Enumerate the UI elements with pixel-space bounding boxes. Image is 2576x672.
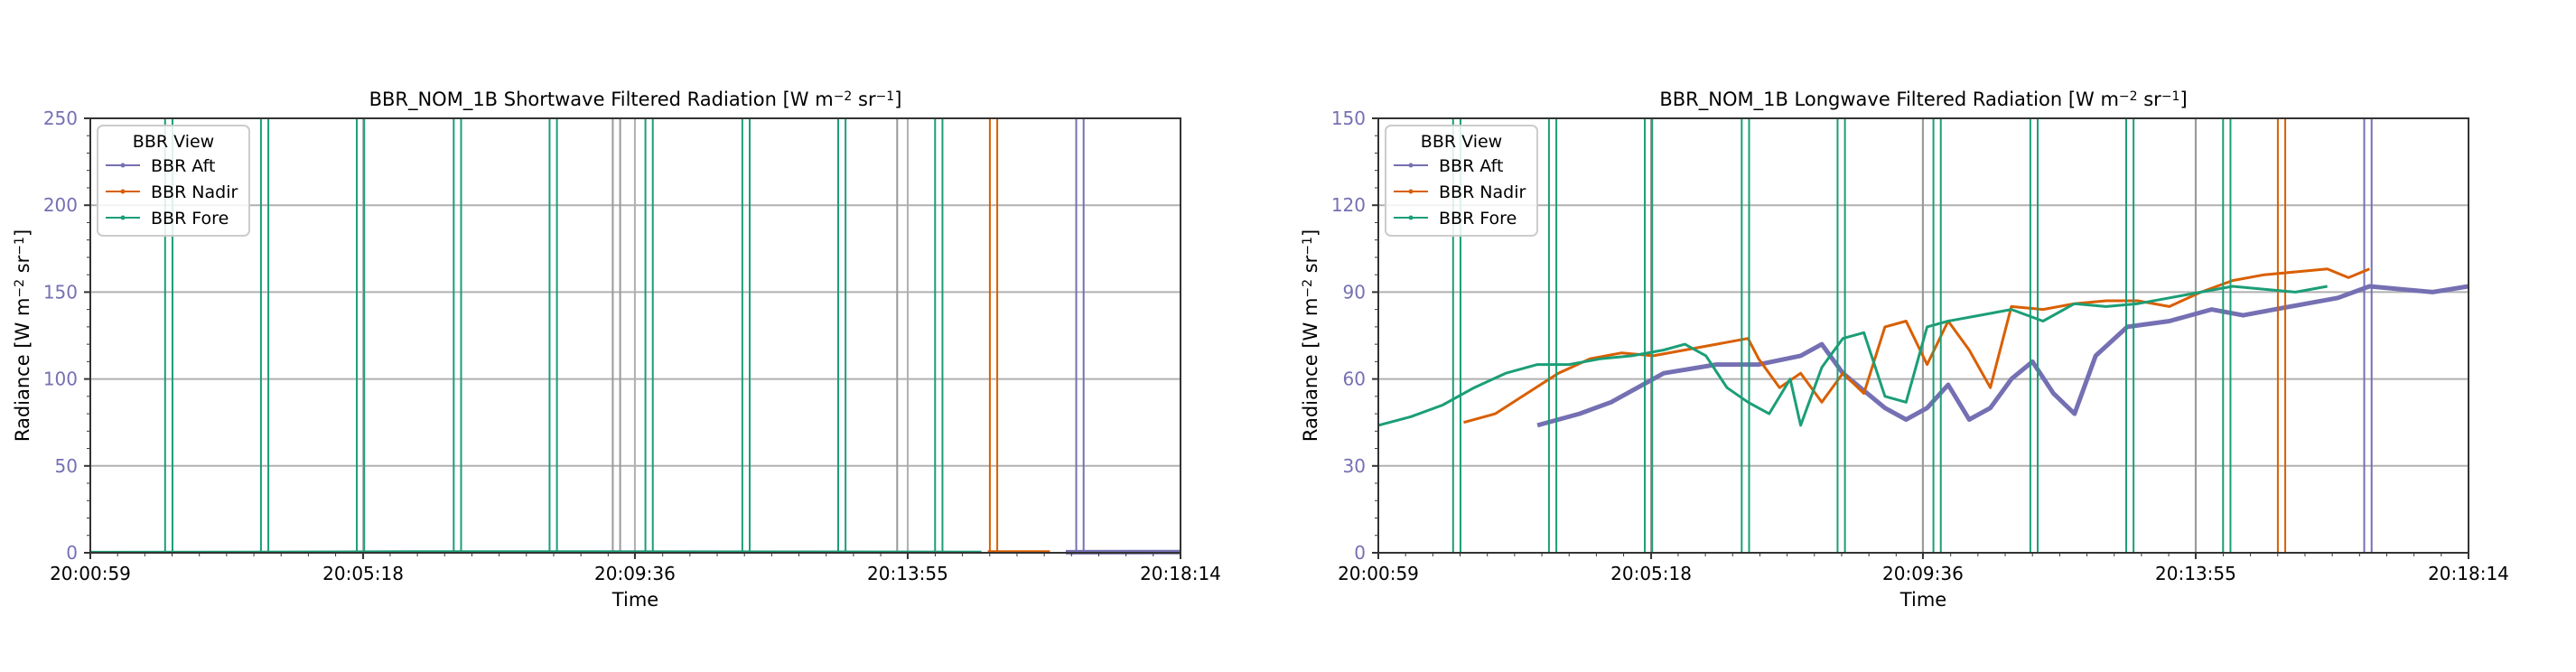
chart-title: BBR_NOM_1B Shortwave Filtered Radiation … (369, 89, 902, 111)
y-axis-label-ylabel-mid: sr (12, 255, 33, 279)
legend-label: BBR Fore (1439, 209, 1517, 229)
shortwave-chart: 0 50 100 150 200 250 20:00:59 20:05:18 20:09:36 2… (0, 0, 1288, 668)
legend-label: BBR Nadir (151, 182, 238, 202)
x-tick-label: 20:13:55 (2155, 563, 2236, 584)
y-tick-label: 60 (1343, 369, 1366, 390)
legend-marker (1409, 190, 1414, 194)
legend-marker (1409, 163, 1414, 168)
y-axis-label-ylabel-end: ] (1300, 229, 1321, 237)
chart-title-title-sup2: −1 (2161, 89, 2180, 104)
chart-title-title-sup1: −2 (834, 89, 853, 104)
y-axis-label-ylabel-sup2: −1 (1301, 237, 1315, 256)
y-axis-label: Radiance [W m−2 sr−1] (1300, 229, 1321, 442)
y-tick-label: 90 (1343, 281, 1366, 303)
y-tick-label: 30 (1343, 455, 1366, 477)
legend-marker (121, 190, 126, 194)
y-tick-label: 250 (43, 107, 78, 129)
chart-title-title-mid: sr (852, 89, 876, 110)
legend: BBR View BBR Aft BBR Nadir BBR Fore (98, 126, 249, 236)
series-line-bbr-aft (1537, 286, 2469, 425)
x-tick-label: 20:05:18 (1610, 563, 1692, 584)
legend-title: BBR View (133, 132, 214, 152)
shortwave-panel: 0 50 100 150 200 250 20:00:59 20:05:18 20:09:36 2… (0, 0, 1288, 668)
chart-title-title-mid: sr (2138, 89, 2162, 110)
x-tick-label: 20:09:36 (1882, 563, 1964, 584)
y-axis-label: Radiance [W m−2 sr−1] (12, 229, 33, 442)
chart-title-title-main: BBR_NOM_1B Shortwave Filtered Radiation … (369, 89, 834, 111)
y-axis-label-ylabel-sup1: −2 (13, 279, 27, 298)
y-axis-label-ylabel-main: Radiance [W m (1300, 298, 1321, 443)
y-axis-label-ylabel-end: ] (12, 229, 33, 237)
legend-marker (1409, 216, 1414, 220)
legend-title: BBR View (1421, 132, 1502, 152)
x-tick-label: 20:18:14 (2428, 563, 2509, 584)
chart-title-title-sup1: −2 (2119, 89, 2138, 104)
y-tick-label: 0 (66, 542, 78, 564)
legend-label: BBR Aft (1439, 156, 1503, 176)
chart-title-title-main: BBR_NOM_1B Longwave Filtered Radiation [… (1659, 89, 2119, 111)
y-axis-label-ylabel-mid: sr (1300, 255, 1321, 279)
x-tick-label: 20:09:36 (594, 563, 676, 584)
y-tick-label: 200 (43, 194, 78, 216)
chart-title-title-end: ] (894, 89, 901, 110)
x-tick-label: 20:05:18 (322, 563, 404, 584)
legend-label: BBR Fore (151, 209, 229, 229)
x-axis-label: Time (611, 589, 658, 611)
x-tick-label: 20:18:14 (1140, 563, 1221, 584)
chart-title-title-end: ] (2179, 89, 2187, 110)
legend-marker (121, 216, 126, 220)
x-tick-label: 20:00:59 (1338, 563, 1419, 584)
x-axis-label: Time (1899, 589, 1946, 611)
longwave-chart: 0 30 60 90 120 150 20:00:59 20:05:18 20:09:36 20:… (1288, 0, 2576, 668)
legend-marker (121, 163, 126, 168)
y-tick-label: 50 (55, 455, 78, 477)
chart-title-title-sup2: −1 (876, 89, 895, 104)
x-tick-label: 20:00:59 (50, 563, 131, 584)
y-axis-label-ylabel-sup2: −1 (13, 237, 27, 256)
legend: BBR View BBR Aft BBR Nadir BBR Fore (1386, 126, 1537, 236)
y-tick-label: 0 (1354, 542, 1366, 564)
y-tick-label: 150 (43, 281, 78, 303)
y-axis-label-ylabel-sup1: −2 (1301, 279, 1315, 298)
legend-label: BBR Nadir (1439, 182, 1526, 202)
y-tick-label: 100 (43, 369, 78, 390)
x-tick-label: 20:13:55 (867, 563, 948, 584)
y-tick-label: 120 (1331, 194, 1366, 216)
chart-title: BBR_NOM_1B Longwave Filtered Radiation [… (1659, 89, 2187, 111)
longwave-panel: 0 30 60 90 120 150 20:00:59 20:05:18 20:09:36 20:… (1288, 0, 2576, 668)
y-axis-label-ylabel-main: Radiance [W m (12, 298, 33, 443)
legend-label: BBR Aft (151, 156, 215, 176)
series-line-bbr-fore (1378, 286, 2328, 425)
y-tick-label: 150 (1331, 107, 1366, 129)
